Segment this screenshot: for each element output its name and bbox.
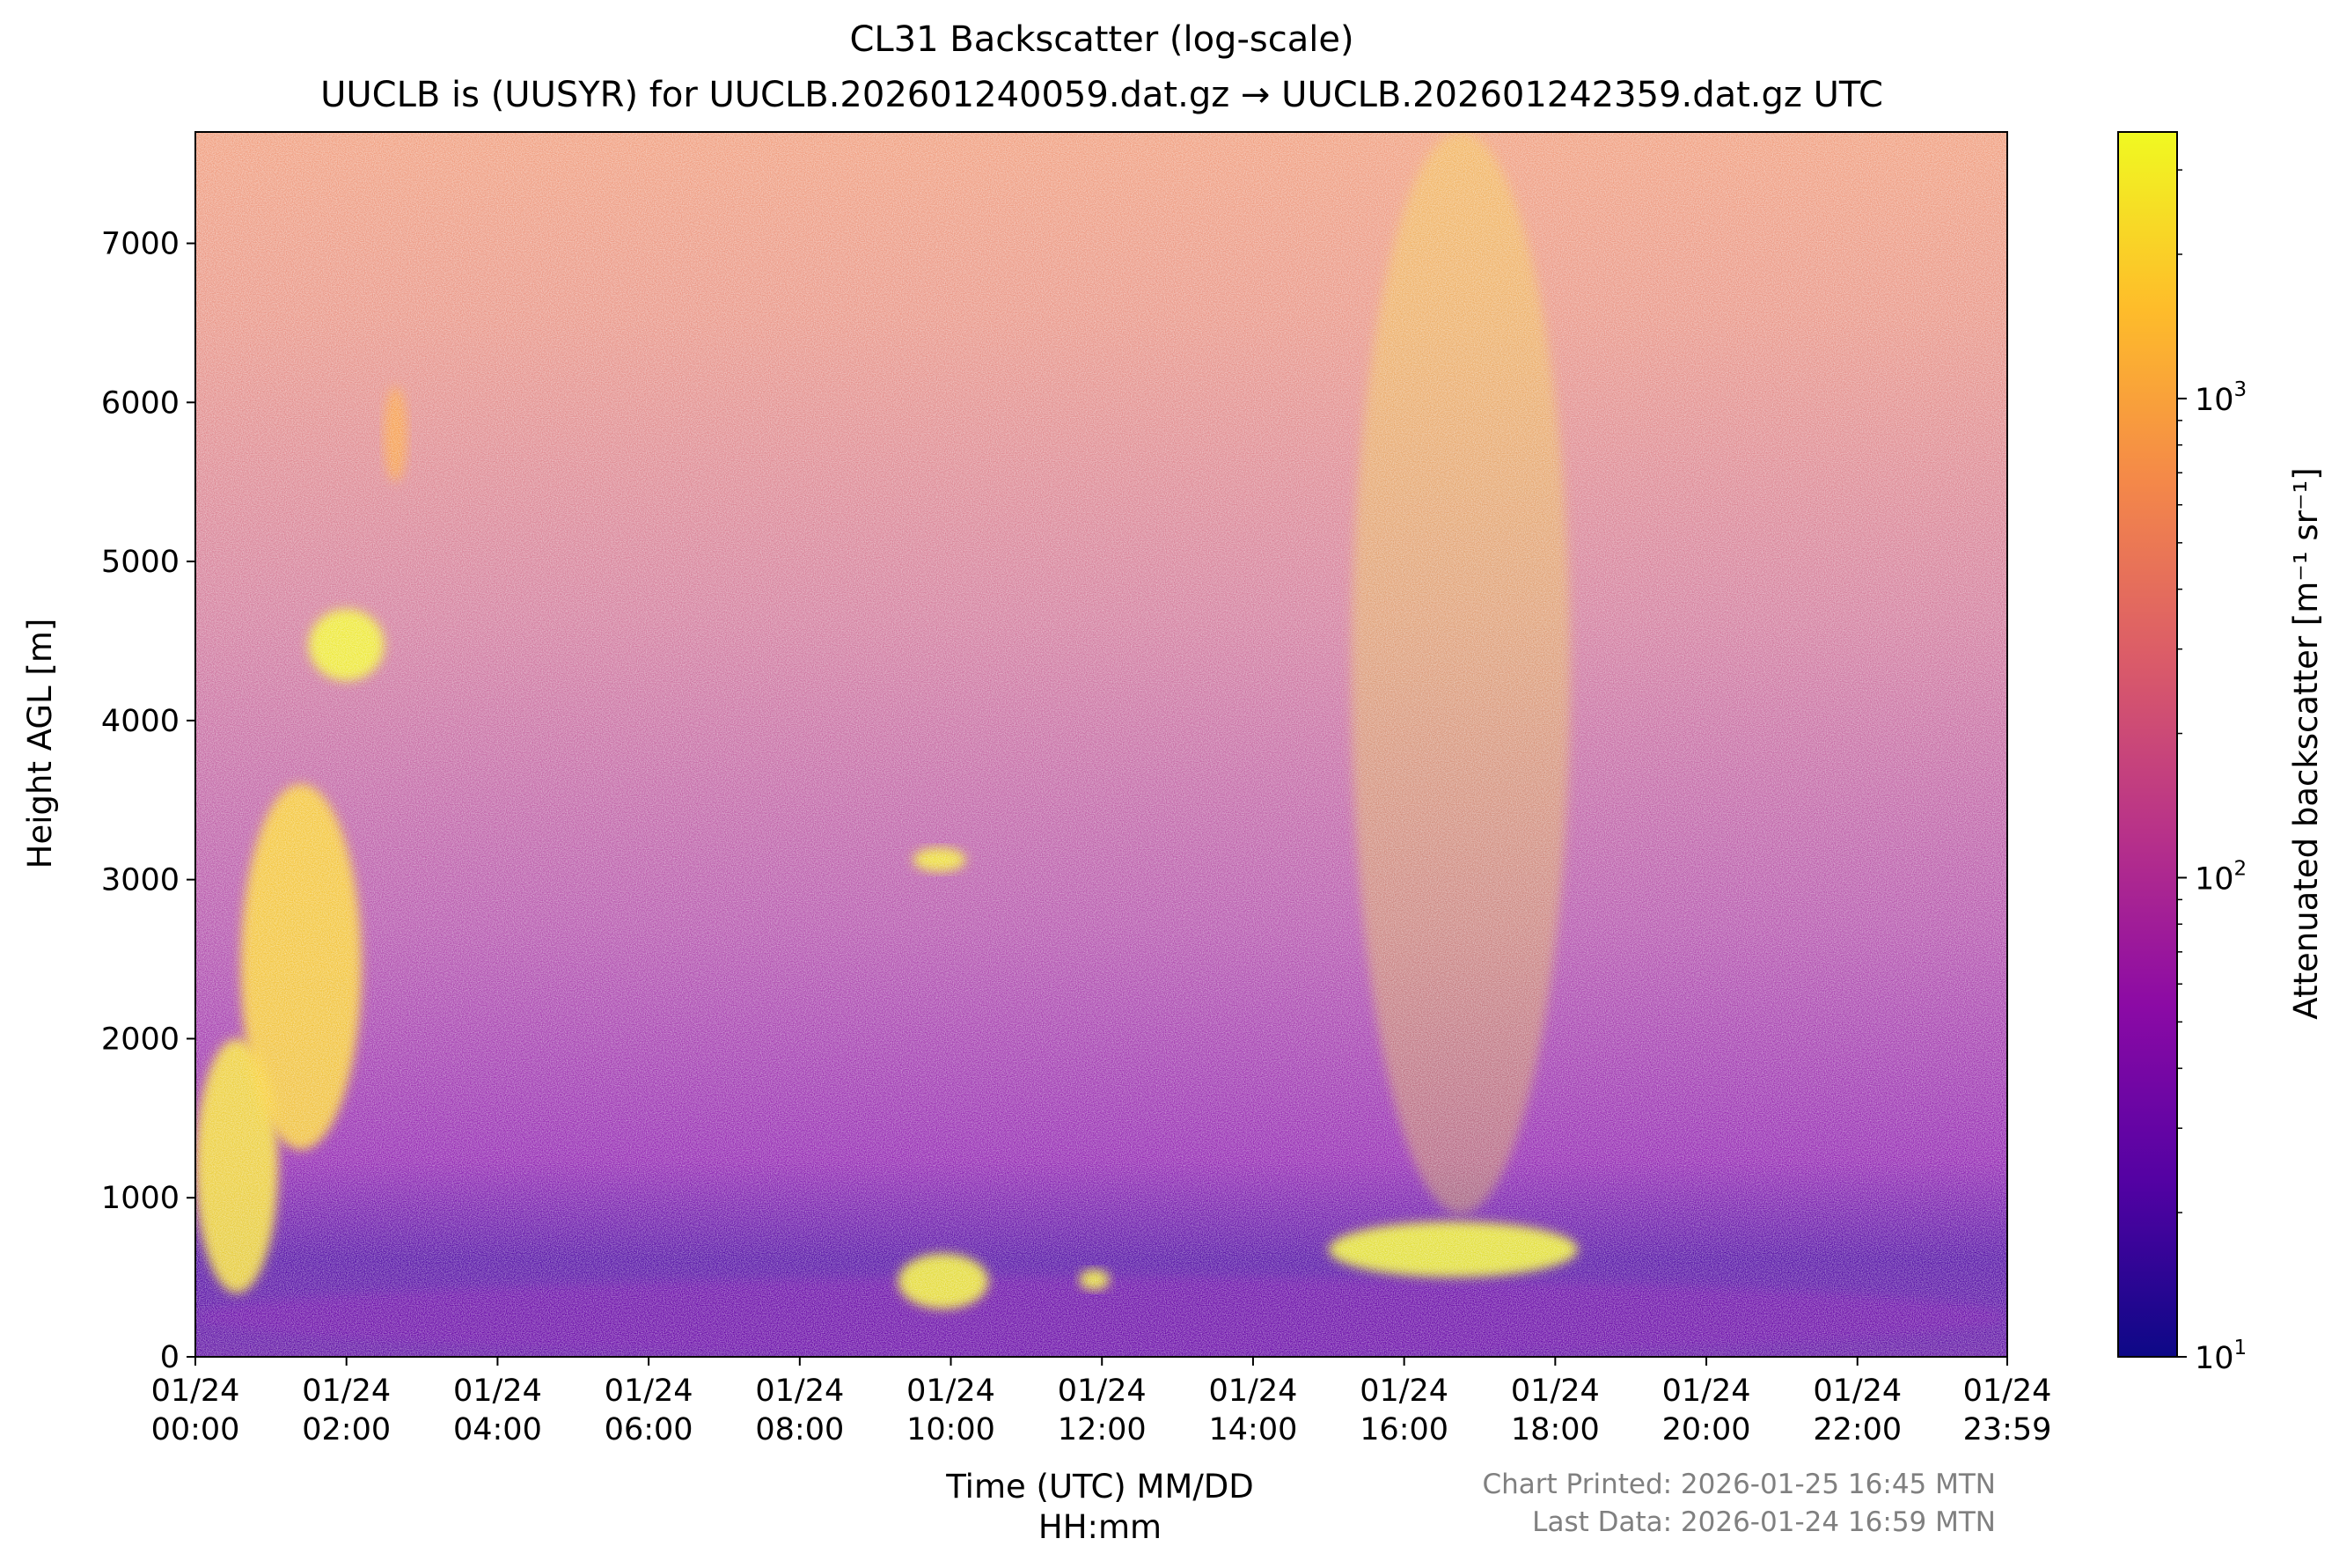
x-tick-label-date: 01/24 xyxy=(906,1374,995,1409)
colorbar-label: Attenuated backscatter [m⁻¹ sr⁻¹] xyxy=(2287,467,2325,1019)
x-tick-label-time: 20:00 xyxy=(1662,1412,1751,1447)
x-tick-label-time: 04:00 xyxy=(453,1412,542,1447)
colorbar-tick-label: 103 xyxy=(2195,378,2247,418)
y-tick-label: 3000 xyxy=(101,863,180,898)
chart-printed-text: Chart Printed: 2026-01-25 16:45 MTN xyxy=(1483,1469,1996,1500)
y-tick-label: 1000 xyxy=(101,1181,180,1216)
x-tick-label-time: 06:00 xyxy=(605,1412,693,1447)
x-tick-label-date: 01/24 xyxy=(1511,1374,1600,1409)
noise-speckle xyxy=(195,132,2007,1357)
x-tick-label-time: 00:00 xyxy=(151,1412,240,1447)
y-axis: 0 1000 2000 3000 4000 5000 6000 7000 xyxy=(101,227,195,1375)
x-tick-label-date: 01/24 xyxy=(151,1374,240,1409)
x-tick-label-date: 01/24 xyxy=(605,1374,693,1409)
y-tick-label: 2000 xyxy=(101,1022,180,1057)
x-tick-label-date: 01/24 xyxy=(755,1374,844,1409)
colorbar: 101 102 103 Attenuated backscatter [m⁻¹ sr… xyxy=(2117,131,2325,1376)
x-tick-label-time: 16:00 xyxy=(1360,1412,1448,1447)
y-tick-label: 5000 xyxy=(101,545,180,580)
colorbar-tick-label: 101 xyxy=(2195,1337,2247,1376)
x-axis-label-line2: HH:mm xyxy=(1038,1508,1162,1546)
x-tick-label-date: 01/24 xyxy=(302,1374,391,1409)
x-tick-label-date: 01/24 xyxy=(1813,1374,1902,1409)
colorbar-tick-label: 102 xyxy=(2195,857,2247,897)
x-tick-label-date: 01/24 xyxy=(1058,1374,1147,1409)
x-tick-label-time: 08:00 xyxy=(755,1412,844,1447)
x-tick-label-time: 23:59 xyxy=(1963,1412,2052,1447)
last-data-text: Last Data: 2026-01-24 16:59 MTN xyxy=(1532,1506,1996,1538)
x-tick-label-time: 14:00 xyxy=(1208,1412,1297,1447)
x-tick-label-time: 22:00 xyxy=(1813,1412,1902,1447)
colorbar-gradient xyxy=(2117,131,2178,1358)
y-tick-label: 6000 xyxy=(101,385,180,421)
x-tick-label-date: 01/24 xyxy=(1208,1374,1297,1409)
x-tick-label-time: 10:00 xyxy=(906,1412,995,1447)
x-tick-label-date: 01/24 xyxy=(453,1374,542,1409)
x-tick-label-date: 01/24 xyxy=(1963,1374,2052,1409)
x-tick-label-time: 12:00 xyxy=(1058,1412,1147,1447)
y-tick-label: 4000 xyxy=(101,704,180,739)
x-axis-label: Time (UTC) MM/DD xyxy=(945,1468,1254,1506)
plot-area xyxy=(195,132,2007,1357)
y-tick-label: 0 xyxy=(160,1340,180,1375)
x-tick-label-date: 01/24 xyxy=(1662,1374,1751,1409)
chart-subtitle: UUCLB is (UUSYR) for UUCLB.202601240059.… xyxy=(320,75,1883,115)
x-axis: 01/2400:0001/2402:0001/2404:0001/2406:00… xyxy=(151,1357,2052,1447)
chart-title: CL31 Backscatter (log-scale) xyxy=(849,19,1353,60)
y-axis-label: Height AGL [m] xyxy=(21,619,59,869)
x-tick-label-time: 02:00 xyxy=(302,1412,391,1447)
x-tick-label-time: 18:00 xyxy=(1511,1412,1600,1447)
x-tick-label-date: 01/24 xyxy=(1360,1374,1448,1409)
y-tick-label: 7000 xyxy=(101,227,180,262)
colorbar-ticks: 101 102 103 xyxy=(2177,169,2247,1376)
